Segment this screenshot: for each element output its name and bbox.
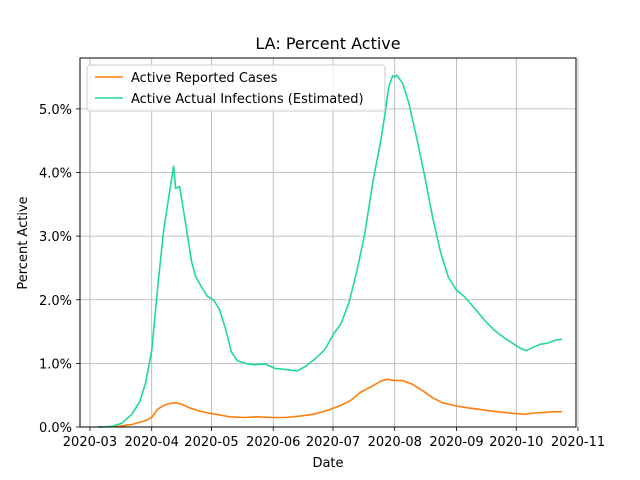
x-axis: 2020-03 2020-04 2020-05 2020-06 2020-07 2020-… xyxy=(63,427,605,450)
x-tick-label: 2020-04 xyxy=(125,435,179,450)
x-tick-label: 2020-10 xyxy=(489,435,543,450)
plot-frame xyxy=(79,57,577,428)
y-tick-label: 5.0% xyxy=(39,103,72,118)
legend-label-1: Active Actual Infections (Estimated) xyxy=(131,92,364,107)
legend-box xyxy=(86,64,386,112)
series-layer xyxy=(97,74,563,428)
y-axis: 0.0% 1.0% 2.0% 3.0% 4.0% 5.0% xyxy=(39,103,80,436)
series-line-0 xyxy=(97,378,563,428)
x-tick-label: 2020-05 xyxy=(184,435,238,450)
x-tick-label: 2020-03 xyxy=(63,435,117,450)
x-tick-label: 2020-09 xyxy=(429,435,483,450)
y-tick-label: 4.0% xyxy=(39,167,72,182)
legend-label-0: Active Reported Cases xyxy=(131,71,278,86)
x-tick-label: 2020-06 xyxy=(246,435,300,450)
series-line-1 xyxy=(97,74,563,428)
y-tick-label: 1.0% xyxy=(39,357,72,372)
y-axis-label: Percent Active xyxy=(16,196,31,289)
x-axis-label: Date xyxy=(312,456,343,471)
legend: Active Reported Cases Active Actual Infec… xyxy=(86,64,386,112)
y-tick-label: 2.0% xyxy=(39,294,72,309)
x-tick-label: 2020-11 xyxy=(551,435,605,450)
x-tick-label: 2020-07 xyxy=(306,435,360,450)
x-tick-label: 2020-08 xyxy=(368,435,422,450)
chart-title: LA: Percent Active xyxy=(255,34,400,53)
grid xyxy=(80,58,579,428)
y-tick-label: 3.0% xyxy=(39,230,72,245)
y-tick-label: 0.0% xyxy=(39,421,72,436)
